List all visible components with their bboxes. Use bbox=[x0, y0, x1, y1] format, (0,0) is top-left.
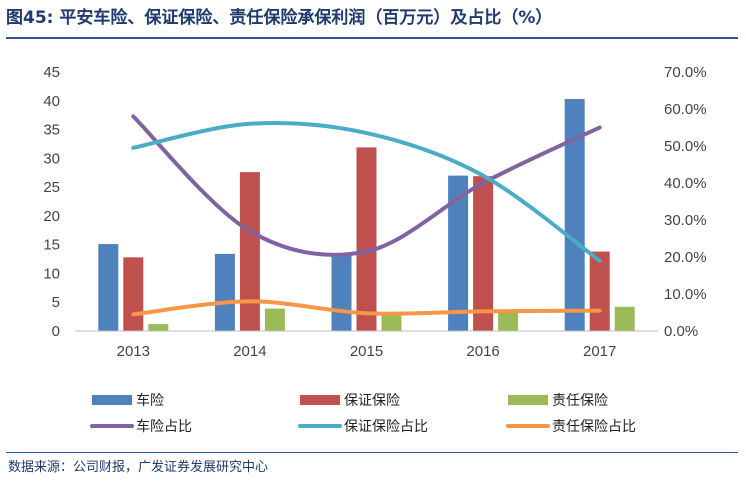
line-marks bbox=[131, 114, 602, 317]
bar bbox=[589, 251, 610, 331]
chart-title: 图45: 平安车险、保证保险、责任保险承保利润（百万元）及占比（%） bbox=[6, 4, 740, 32]
source-note: 数据来源：公司财报，广发证券发展研究中心 bbox=[8, 460, 269, 475]
bar bbox=[331, 255, 352, 331]
left-tick-label: 10 bbox=[43, 265, 60, 282]
right-tick-label: 10.0% bbox=[664, 286, 707, 303]
bar bbox=[356, 147, 377, 331]
right-tick-label: 70.0% bbox=[664, 64, 707, 81]
series-line bbox=[131, 121, 602, 263]
right-tick-label: 60.0% bbox=[664, 101, 707, 118]
right-axis-ticks: 0.0% 10.0% 20.0% 30.0% 40.0% 50.0% 60.0% 70.0% bbox=[664, 64, 707, 340]
legend-label: 车险 bbox=[136, 392, 164, 409]
legend-swatch bbox=[300, 395, 340, 405]
x-tick-label: 2015 bbox=[350, 343, 383, 360]
legend-label: 保证保险 bbox=[344, 393, 400, 409]
source-rule bbox=[6, 452, 738, 453]
series-line bbox=[131, 114, 602, 257]
left-tick-label: 0 bbox=[52, 323, 60, 340]
bar bbox=[264, 308, 285, 331]
x-tick-label: 2013 bbox=[117, 343, 150, 360]
right-tick-label: 30.0% bbox=[664, 212, 707, 229]
left-tick-label: 5 bbox=[52, 294, 60, 311]
legend-swatch bbox=[92, 395, 132, 405]
x-axis-ticks: 2013 2014 2015 2016 2017 bbox=[117, 343, 617, 360]
right-tick-label: 0.0% bbox=[664, 323, 698, 340]
title-rule bbox=[6, 37, 738, 39]
bar bbox=[614, 306, 635, 331]
bar bbox=[448, 175, 469, 331]
bar bbox=[214, 253, 235, 331]
bar bbox=[498, 311, 519, 331]
legend-label: 保证保险占比 bbox=[344, 419, 428, 435]
left-tick-label: 20 bbox=[43, 208, 60, 225]
figure-title: 平安车险、保证保险、责任保险承保利润（百万元）及占比（%） bbox=[59, 8, 553, 28]
x-tick-label: 2016 bbox=[466, 343, 499, 360]
bar bbox=[98, 244, 119, 331]
legend-label: 责任保险占比 bbox=[552, 419, 636, 435]
combo-chart: 0 5 10 15 20 25 30 35 40 45 0.0% 10.0% 20.0% 30.0% 40… bbox=[43, 64, 707, 435]
right-tick-label: 40.0% bbox=[664, 175, 707, 192]
bar bbox=[564, 99, 585, 331]
bar bbox=[123, 257, 144, 331]
left-tick-label: 40 bbox=[43, 93, 60, 110]
bar bbox=[148, 324, 169, 331]
legend-label: 车险占比 bbox=[136, 418, 192, 435]
right-tick-label: 20.0% bbox=[664, 249, 707, 266]
left-tick-label: 30 bbox=[43, 150, 60, 167]
x-tick-label: 2017 bbox=[583, 343, 616, 360]
bar bbox=[473, 176, 494, 331]
legend-label: 责任保险 bbox=[552, 393, 608, 409]
right-tick-label: 50.0% bbox=[664, 138, 707, 155]
legend-swatch bbox=[508, 395, 548, 405]
left-tick-label: 45 bbox=[43, 64, 60, 81]
series-line bbox=[131, 299, 602, 317]
figure-number: 图45: bbox=[6, 8, 54, 28]
left-tick-label: 35 bbox=[43, 122, 60, 139]
x-tick-label: 2014 bbox=[233, 343, 266, 360]
left-tick-label: 25 bbox=[43, 179, 60, 196]
bar bbox=[381, 313, 402, 331]
left-axis-ticks: 0 5 10 15 20 25 30 35 40 45 bbox=[43, 64, 60, 340]
bar bbox=[239, 172, 260, 331]
left-tick-label: 15 bbox=[43, 237, 60, 254]
